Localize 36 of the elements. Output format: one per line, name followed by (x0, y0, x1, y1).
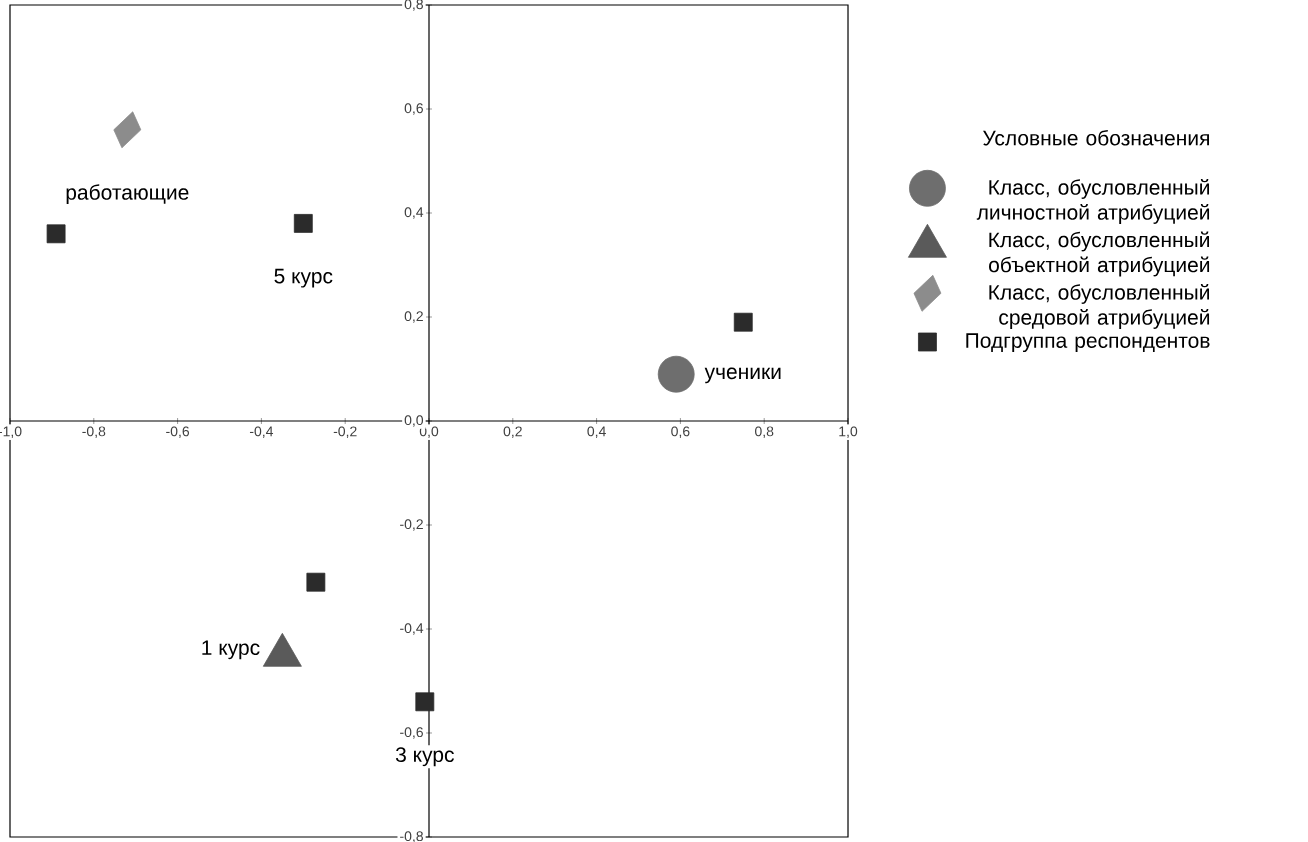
point (262, 632, 302, 667)
legend-title: Условные обозначения (983, 129, 1209, 146)
y-tick-label: 0,4 (404, 207, 424, 219)
point (113, 111, 142, 149)
point (46, 224, 66, 244)
annotation: ученики (704, 367, 781, 384)
point (733, 312, 753, 332)
y-tick-label: 0,0 (404, 415, 424, 427)
point (306, 572, 326, 592)
x-tick-label: 0,8 (755, 426, 774, 438)
point (293, 214, 313, 233)
point (415, 692, 435, 712)
x-tick-label: -0,2 (333, 426, 357, 438)
y-tick-label: 0,8 (404, 0, 423, 11)
annotation: 3 курс (395, 747, 454, 767)
x-tick-label: -0,8 (82, 426, 106, 438)
x-tick-label: 0,6 (671, 426, 690, 438)
y-tick-label: 0,2 (404, 311, 423, 323)
legend-label: Класс, обусловленный личностной атрибуцией (976, 179, 1210, 224)
x-tick-label: 0,2 (503, 426, 522, 438)
y-tick-label: -0,2 (400, 519, 423, 531)
x-tick-label: -0,4 (249, 426, 274, 438)
legend-label: Класс, обусловленный объектной атрибуцией (989, 231, 1210, 277)
y-tick-label: -0,8 (400, 831, 423, 842)
x-tick-label: 1,0 (839, 426, 858, 438)
y-tick-label: -0,4 (400, 623, 424, 635)
legend-label: Класс, обусловленный средовой атрибуцией (989, 284, 1210, 329)
legend-label: Подгруппа респондентов (966, 333, 1210, 353)
y-tick-label: 0,6 (404, 103, 423, 115)
y-tick-label: -0,6 (400, 727, 423, 739)
x-tick-label: -0,6 (166, 426, 190, 438)
annotation: работающие (66, 184, 189, 204)
point (657, 355, 695, 393)
annotation: 1 курс (202, 640, 260, 660)
annotation: 5 курс (274, 268, 333, 288)
x-tick-label: 0,4 (587, 426, 606, 438)
